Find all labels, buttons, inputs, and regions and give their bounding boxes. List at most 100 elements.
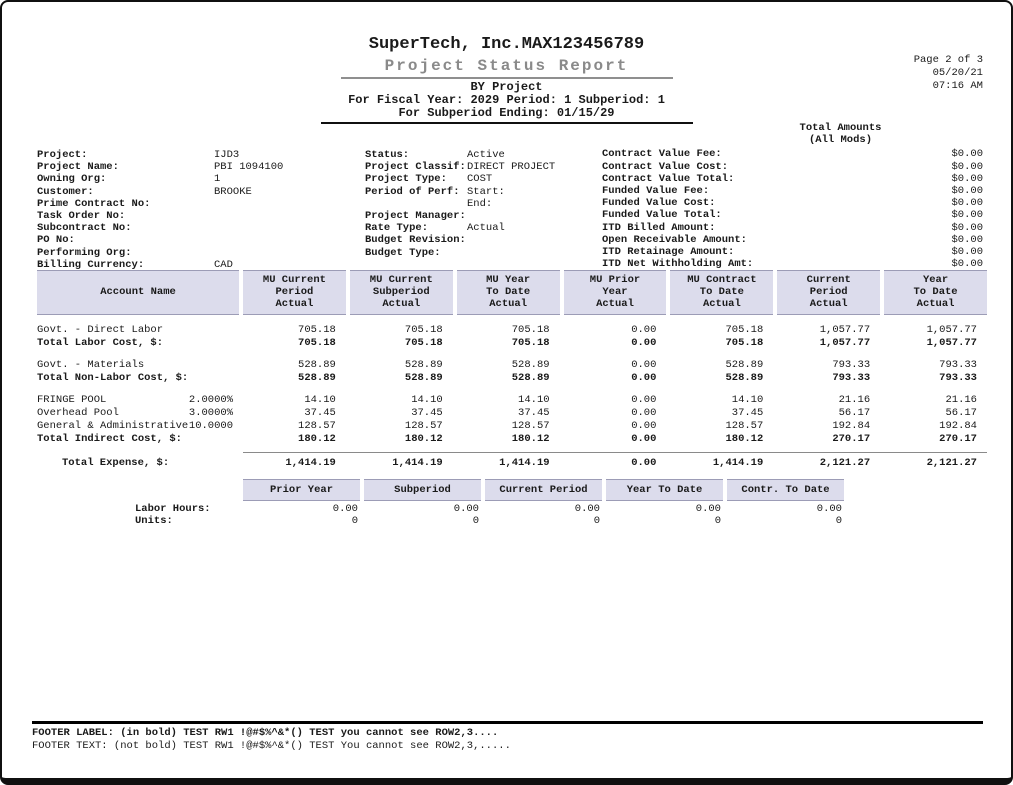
totals-label: ITD Billed Amount: (602, 221, 716, 234)
value-cell: 1,414.19 (499, 457, 550, 469)
subperiod-ending-line: For Subperiod Ending: 01/15/29 (398, 106, 615, 120)
value-cell: 14.10 (304, 394, 336, 406)
value-cell: 180.12 (298, 433, 336, 445)
column-header-cell: MU Prior Year Actual (563, 270, 667, 315)
info-row: PO No: (37, 234, 347, 246)
hours-value-cell: 0 (472, 515, 479, 527)
table-total-row: Total Non-Labor Cost, $: 528.89 528.89 528.… (37, 372, 987, 385)
totals-row: Funded Value Total: $0.00 (602, 209, 983, 221)
info-label: Project Manager: (365, 210, 466, 223)
hours-header-cell: Year To Date (606, 479, 723, 501)
totals-row: Contract Value Cost: $0.00 (602, 161, 983, 173)
hours-header-cell: Current Period (485, 479, 602, 501)
value-cell: 528.89 (725, 359, 764, 371)
account-name-label: Total Non-Labor Cost, $: (37, 372, 189, 384)
grand-total-row: Total Expense, $: 1,414.19 1,414.19 1,414.1… (37, 457, 987, 470)
value-cell: 128.57 (725, 420, 764, 432)
totals-label: Contract Value Total: (602, 172, 735, 185)
value-cell: 21.16 (838, 394, 871, 406)
title-underline (340, 77, 673, 79)
info-label: Task Order No: (37, 210, 126, 223)
value-cell: 0.00 (631, 394, 657, 406)
totals-value: $0.00 (951, 160, 983, 173)
account-name-label: General & Administrative (37, 420, 189, 432)
totals-label: ITD Retainage Amount: (602, 246, 735, 259)
info-label: Budget Revision: (365, 234, 466, 247)
table-row: Overhead Pool 3.0000% 37.45 37.45 37.45 0.00 3… (37, 407, 987, 420)
totals-value: $0.00 (951, 148, 983, 161)
account-name-label: Govt. - Materials (37, 359, 145, 371)
info-row: Billing Currency: CAD (37, 259, 347, 271)
hours-header-cell: Subperiod (364, 479, 481, 501)
table-row: Govt. - Direct Labor 705.18 705.18 705.18 0.… (37, 324, 987, 337)
value-cell: 37.45 (731, 407, 764, 419)
hours-table-header: Prior Year Subperiod Current Period Year To… (37, 479, 844, 501)
info-label: Customer: (37, 185, 94, 198)
page-meta: Page 2 of 3 05/20/21 07:16 AM (914, 54, 983, 93)
totals-value: $0.00 (951, 209, 983, 222)
info-label: Prime Contract No: (37, 197, 151, 210)
totals-value: $0.00 (951, 172, 983, 185)
totals-value: $0.00 (951, 185, 983, 198)
value-cell: 0.00 (631, 433, 657, 445)
column-header-cell: MU Current Subperiod Actual (349, 270, 453, 315)
info-row: Period of Perf: Start: (365, 186, 600, 198)
value-cell: 793.33 (939, 372, 977, 384)
totals-row: ITD Retainage Amount: $0.00 (602, 246, 983, 258)
column-header-cell: MU Current Period Actual (243, 270, 346, 315)
value-cell: 2,121.27 (819, 457, 871, 469)
info-value: IJD3 (214, 149, 240, 161)
totals-amounts-title: Total Amounts (799, 122, 882, 134)
value-cell: 2,121.27 (926, 457, 977, 469)
info-label: Project Name: (37, 161, 119, 174)
totals-row: Contract Value Total: $0.00 (602, 173, 983, 185)
info-row: Budget Type: (365, 247, 600, 259)
value-cell: 1,414.19 (712, 457, 764, 469)
company-name: SuperTech, Inc.MAX123456789 (368, 35, 645, 54)
main-table-header: Account Name MU Current Period Actual MU C… (37, 270, 987, 315)
table-row-gap (37, 350, 987, 359)
hours-header-spacer (37, 479, 239, 501)
value-cell: 180.12 (725, 433, 764, 445)
totals-value: $0.00 (951, 197, 983, 210)
info-label: Project Type: (365, 173, 447, 186)
account-name-label: Overhead Pool (37, 407, 119, 419)
value-cell: 14.10 (518, 394, 550, 406)
value-cell: 1,414.19 (392, 457, 443, 469)
info-label: Project: (37, 149, 88, 161)
value-cell: 180.12 (511, 433, 550, 445)
column-header-cell: MU Year To Date Actual (456, 270, 560, 315)
value-cell: 528.89 (404, 359, 443, 371)
info-column-left: Project: IJD3 Project Name: PBI 1094100 Owni… (37, 149, 347, 271)
value-cell: 793.33 (939, 359, 977, 371)
info-label: Subcontract No: (37, 222, 132, 235)
totals-all-mods-title: (All Mods) (808, 134, 872, 147)
totals-label: Funded Value Total: (602, 209, 722, 222)
hours-header-cell: Prior Year (243, 479, 360, 501)
value-cell: 37.45 (411, 407, 443, 419)
footer-divider (32, 721, 983, 724)
account-name-cell: Govt. - Direct Labor (37, 324, 239, 337)
account-rate: 3.0000% (188, 407, 233, 419)
account-name-label: Total Labor Cost, $: (37, 337, 164, 349)
account-name-cell: FRINGE POOL 2.0000% (37, 394, 239, 407)
value-cell: 528.89 (298, 359, 336, 371)
value-cell: 705.18 (404, 324, 443, 336)
info-row: Performing Org: (37, 247, 347, 259)
info-value: CAD (214, 258, 233, 271)
info-column-totals: Total Amounts (All Mods) Contract Value … (602, 122, 983, 270)
value-cell: 128.57 (511, 420, 550, 432)
report-header: SuperTech, Inc.MAX123456789 Project Stat… (2, 35, 1011, 124)
value-cell: 14.10 (411, 394, 443, 406)
totals-label: Contract Value Fee: (602, 148, 722, 161)
totals-row: Open Receivable Amount: $0.00 (602, 234, 983, 246)
main-table: Account Name MU Current Period Actual MU C… (37, 270, 987, 470)
account-name-cell: Total Indirect Cost, $: (37, 433, 239, 446)
hours-row: Labor Hours: 0.00 0.00 0.00 0.00 0.00 (37, 503, 844, 515)
value-cell: 528.89 (511, 372, 550, 384)
value-cell: 528.89 (725, 372, 764, 384)
info-row: Prime Contract No: (37, 198, 347, 210)
hours-table: Prior Year Subperiod Current Period Year To… (37, 479, 844, 527)
hours-value-cell: 0.00 (574, 503, 600, 515)
